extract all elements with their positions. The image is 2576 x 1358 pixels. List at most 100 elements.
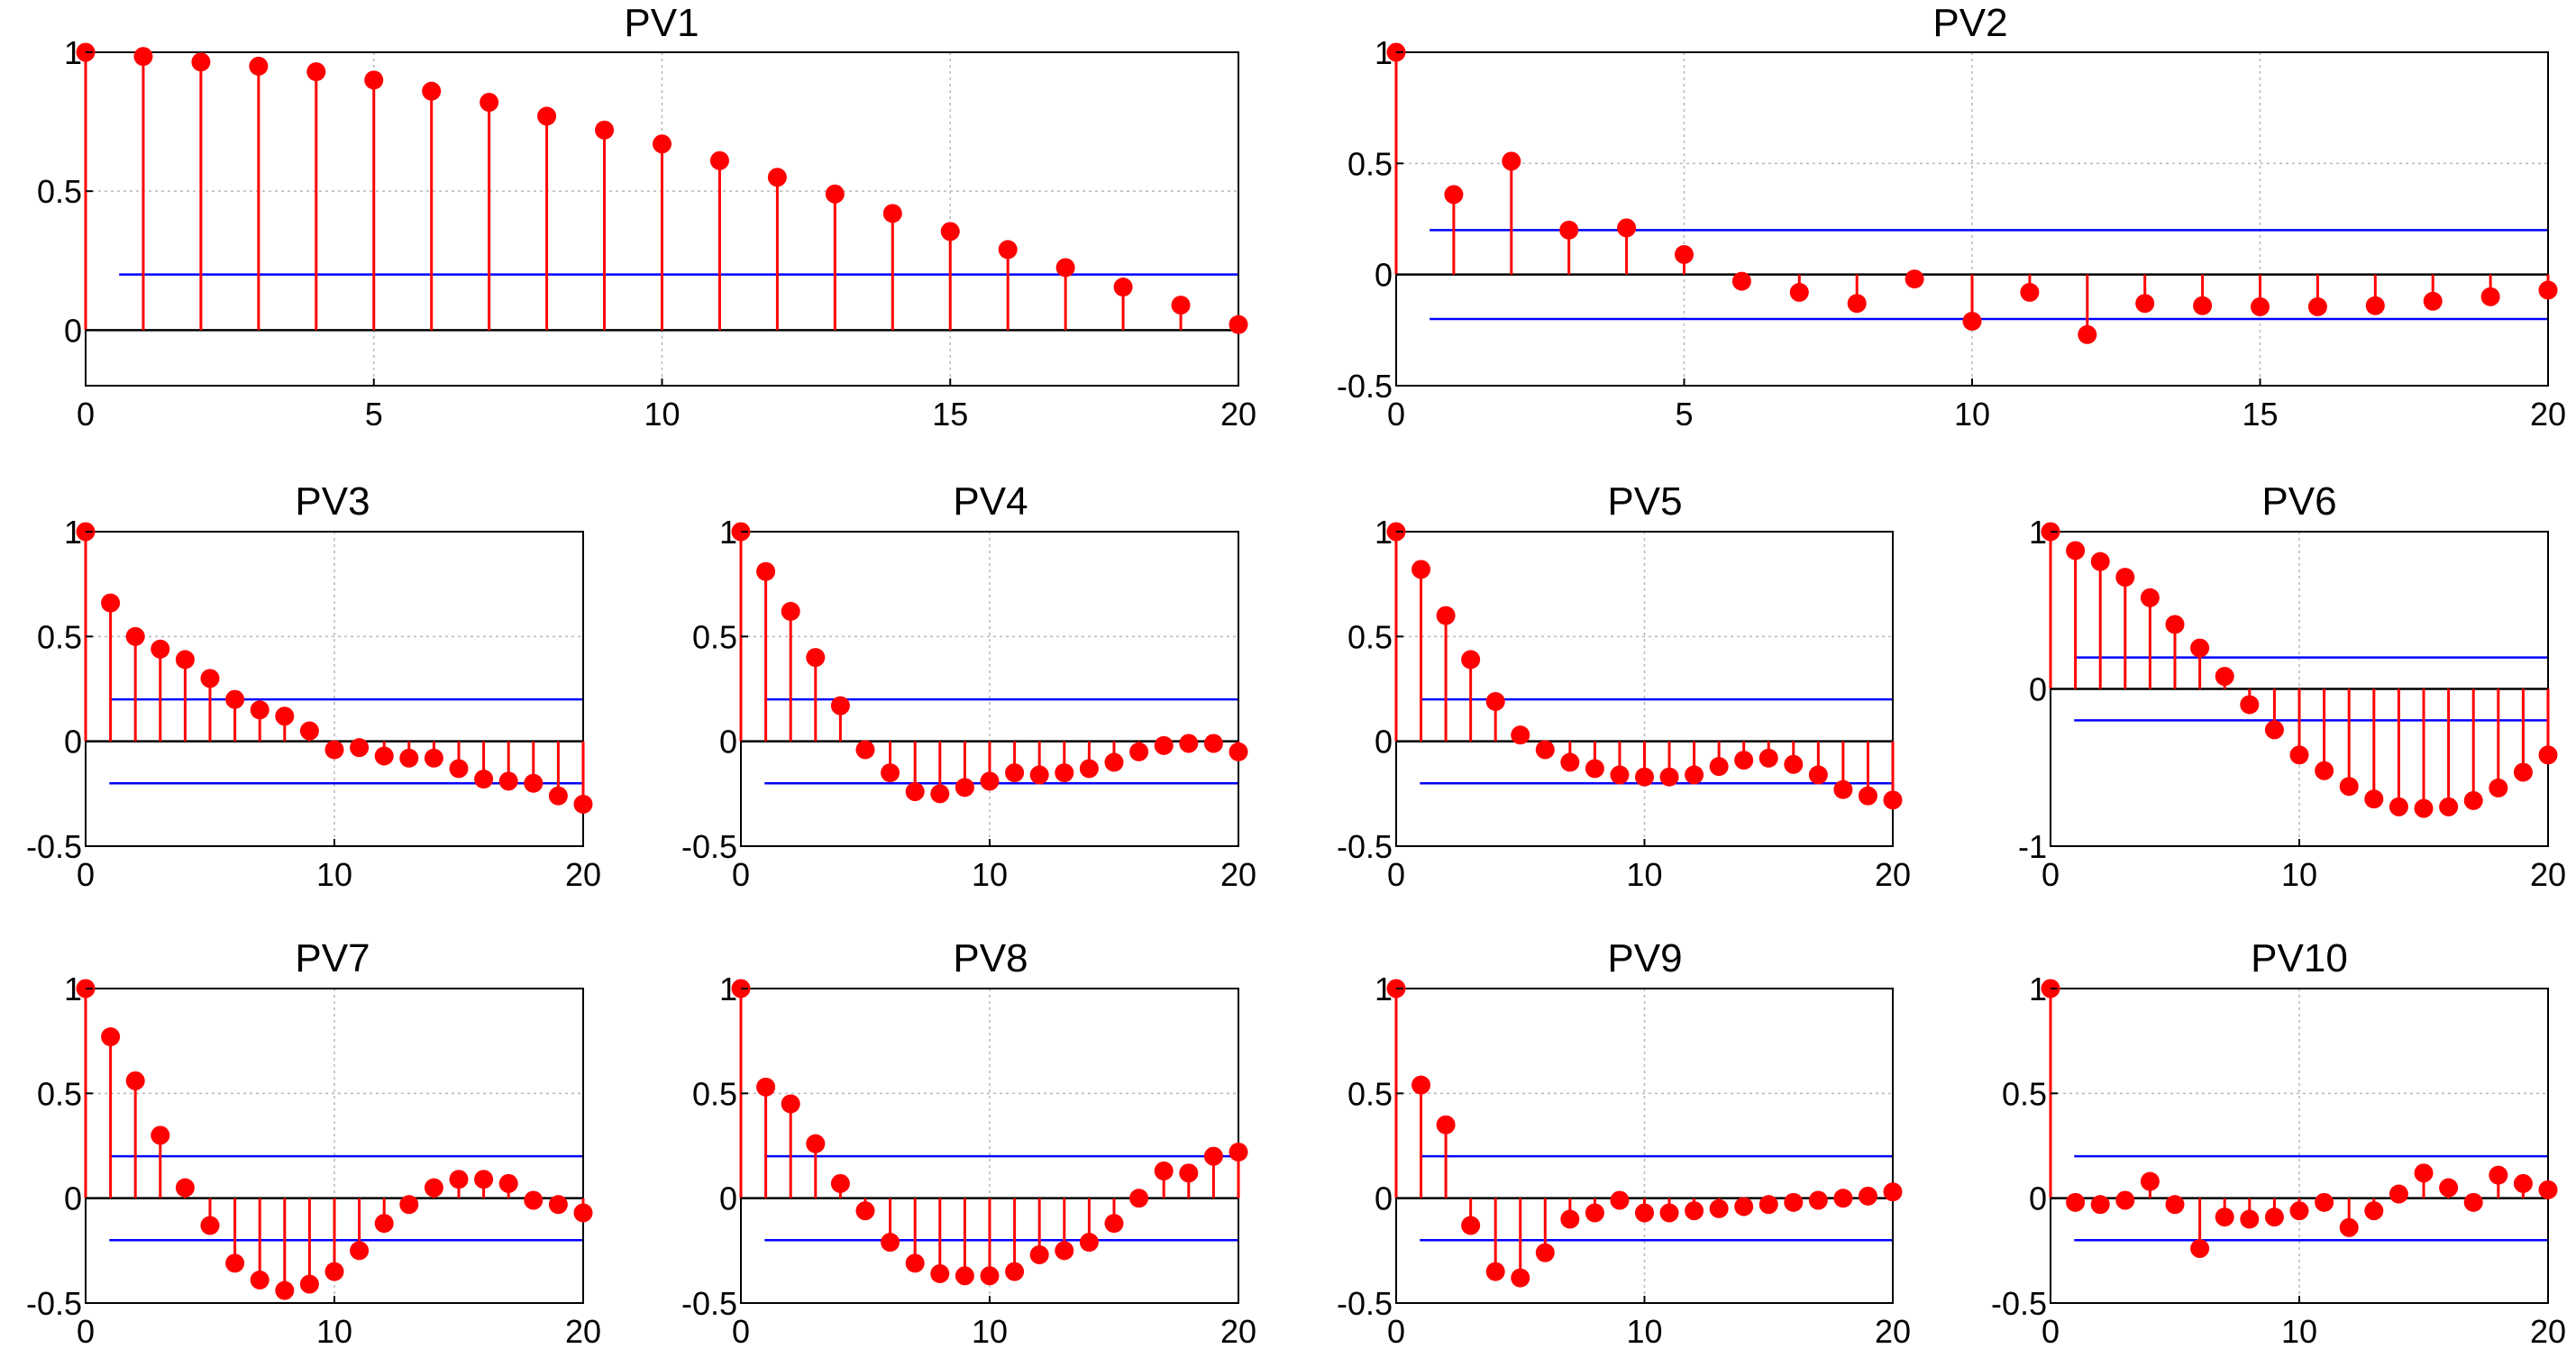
x-tick-label: 20 bbox=[1875, 1313, 1911, 1350]
stem-marker bbox=[1104, 752, 1124, 772]
stem-marker bbox=[2364, 789, 2384, 809]
stem-marker bbox=[2339, 1217, 2359, 1237]
stem-marker bbox=[1055, 1241, 1074, 1261]
stem-marker bbox=[653, 134, 671, 154]
stem-marker bbox=[2389, 1184, 2408, 1204]
stem-marker bbox=[2215, 667, 2234, 687]
panel-pv5: PV5 0 10 20-0.500.51 bbox=[1337, 479, 1911, 893]
stem-marker bbox=[2538, 1180, 2558, 1199]
stem-marker bbox=[1129, 1189, 1149, 1208]
stem-marker bbox=[2264, 720, 2284, 740]
stem-marker bbox=[133, 47, 153, 67]
y-tick-label: -1 bbox=[2018, 828, 2047, 865]
stem-marker bbox=[1734, 1197, 1754, 1217]
stem-marker bbox=[200, 669, 220, 688]
y-tick-label: 1 bbox=[64, 971, 82, 1007]
stem-marker bbox=[1685, 765, 1704, 785]
stem-marker bbox=[1079, 759, 1099, 779]
stem-marker bbox=[980, 771, 1000, 791]
stem-marker bbox=[1029, 765, 1049, 785]
stem-marker bbox=[424, 748, 443, 768]
stem-marker bbox=[1833, 1189, 1853, 1208]
stem-marker bbox=[1585, 1203, 1604, 1223]
stem-marker bbox=[2315, 761, 2334, 780]
y-tick-label: -0.5 bbox=[1337, 828, 1393, 865]
x-tick-label: 20 bbox=[1220, 1313, 1256, 1350]
stem-marker bbox=[1113, 278, 1133, 297]
stem-marker bbox=[1734, 751, 1754, 770]
y-tick-label: 0 bbox=[719, 724, 737, 761]
stem-marker bbox=[1154, 735, 1174, 755]
stem-marker bbox=[940, 222, 960, 242]
stem-marker bbox=[1485, 691, 1505, 711]
y-tick-label: 1 bbox=[2029, 514, 2047, 551]
stem-marker bbox=[1436, 606, 1456, 625]
stem-marker bbox=[855, 1201, 875, 1221]
stem-marker bbox=[1203, 1146, 1223, 1166]
y-tick-label: 0.5 bbox=[2002, 1075, 2047, 1112]
x-tick-label: 10 bbox=[1954, 396, 1990, 433]
stem-marker bbox=[324, 1262, 344, 1281]
stem-marker bbox=[1055, 258, 1075, 278]
stem-marker bbox=[2115, 1190, 2135, 1210]
stem-marker bbox=[1559, 220, 1579, 240]
stem-marker bbox=[2135, 294, 2155, 314]
stem-marker bbox=[498, 1173, 518, 1193]
y-tick-label: -0.5 bbox=[681, 828, 737, 865]
stem-marker bbox=[1847, 294, 1867, 314]
stem-marker bbox=[2307, 296, 2327, 316]
stem-marker bbox=[250, 700, 269, 720]
stem-marker bbox=[806, 1134, 826, 1153]
x-tick-label: 10 bbox=[644, 396, 680, 433]
stem-marker bbox=[905, 1253, 925, 1273]
stem-marker bbox=[930, 784, 950, 804]
x-tick-label: 10 bbox=[1626, 1313, 1662, 1350]
stem-marker bbox=[767, 168, 787, 187]
stem-marker bbox=[2315, 1192, 2334, 1212]
panel-pv2: PV2 0 5 10 15 20-0.500.51 bbox=[1337, 1, 2566, 433]
stem-marker bbox=[225, 689, 245, 709]
stem-marker bbox=[350, 738, 370, 758]
stem-marker bbox=[424, 1178, 443, 1198]
stem-marker bbox=[1709, 757, 1729, 777]
stem-marker bbox=[1659, 767, 1679, 787]
stem-marker bbox=[595, 120, 615, 140]
y-tick-label: 0.5 bbox=[692, 618, 737, 655]
stem-marker bbox=[855, 740, 875, 760]
stem-marker bbox=[191, 52, 211, 72]
stem-marker bbox=[2078, 324, 2097, 344]
panel-pv10: PV10 0 10 20-0.500.51 bbox=[1991, 936, 2566, 1350]
stem-marker bbox=[1444, 185, 1464, 205]
stem-marker bbox=[125, 1071, 145, 1090]
stem-marker bbox=[1129, 742, 1149, 761]
stem-marker bbox=[2090, 1195, 2110, 1215]
stem-marker bbox=[1411, 560, 1431, 579]
y-tick-label: 1 bbox=[719, 971, 737, 1007]
stem-marker bbox=[151, 1126, 170, 1145]
x-tick-label: 10 bbox=[316, 1313, 352, 1350]
stem-marker bbox=[1154, 1161, 1174, 1180]
panel-title: PV3 bbox=[295, 479, 370, 524]
panel-pv1: PV1 0 5 10 15 20 0 0.5 1 bbox=[37, 1, 1256, 433]
stem-marker bbox=[1659, 1203, 1679, 1223]
stem-marker bbox=[2489, 778, 2508, 797]
stem-marker bbox=[1585, 759, 1604, 779]
stem-marker bbox=[2289, 745, 2309, 765]
stem-marker bbox=[249, 56, 269, 76]
stem-marker bbox=[2289, 1201, 2309, 1221]
stem-marker bbox=[200, 1216, 220, 1235]
stem-marker bbox=[2264, 1208, 2284, 1227]
stem-marker bbox=[1179, 734, 1199, 753]
y-tick-label: 0 bbox=[1375, 1180, 1393, 1217]
x-tick-label: 0 bbox=[77, 856, 95, 893]
x-tick-label: 20 bbox=[1220, 396, 1256, 433]
y-tick-label: 0 bbox=[719, 1180, 737, 1217]
x-tick-label: 10 bbox=[2281, 856, 2317, 893]
stem-marker bbox=[2538, 280, 2558, 300]
x-tick-label: 20 bbox=[565, 1313, 601, 1350]
stem-marker bbox=[1784, 1192, 1804, 1212]
y-tick-label: -0.5 bbox=[1337, 368, 1393, 405]
stem-marker bbox=[930, 1263, 950, 1283]
panel-title: PV10 bbox=[2251, 936, 2348, 980]
